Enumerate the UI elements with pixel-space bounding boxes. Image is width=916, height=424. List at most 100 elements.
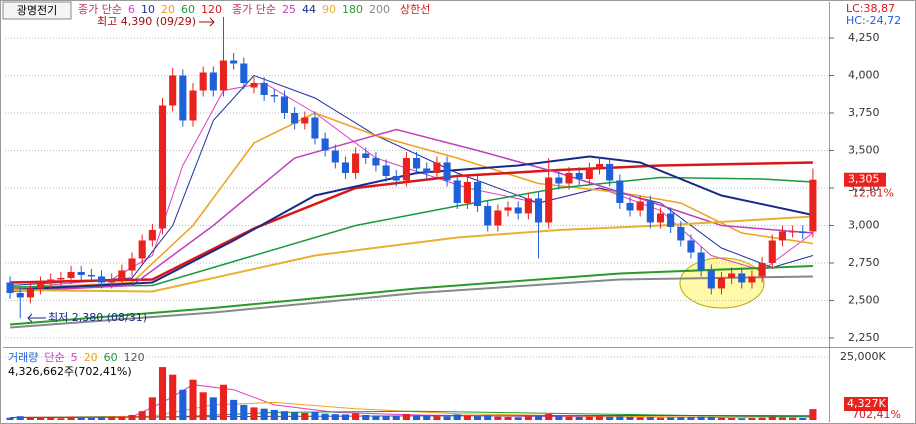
candle-body	[545, 177, 553, 223]
candle-body	[87, 274, 95, 277]
volume-bar	[301, 412, 309, 420]
volume-bar	[118, 416, 126, 420]
legend-label: 60	[181, 3, 195, 16]
candle-body	[291, 112, 299, 124]
volume-bar	[636, 417, 644, 420]
legend-label: 44	[302, 3, 316, 16]
volume-bar	[545, 413, 553, 420]
candle-body	[47, 279, 55, 283]
legend-label: 상한선	[400, 3, 430, 16]
candle-body	[636, 201, 644, 211]
volume-bar	[372, 415, 380, 420]
candle-body	[748, 276, 756, 283]
candle-body	[697, 252, 705, 271]
volume-bar	[240, 404, 248, 420]
candle-body	[16, 292, 24, 298]
y-tick-label: 2,250	[848, 331, 880, 344]
volume-bar	[473, 416, 482, 420]
high-annotation: 최고 4,390 (09/29)	[97, 15, 196, 28]
candle-body	[778, 231, 786, 241]
candle-body	[6, 282, 14, 293]
volume-bar	[524, 416, 532, 420]
volume-bar	[585, 416, 593, 420]
candle-body	[108, 279, 116, 283]
volume-bar	[789, 417, 797, 420]
candle-body	[138, 240, 146, 259]
volume-bar	[402, 413, 410, 420]
candle-body	[158, 105, 167, 229]
legend-label: 200	[369, 3, 390, 16]
volume-bar	[138, 411, 146, 420]
candle-body	[331, 150, 339, 163]
low-annotation: 최저 2,380 (08/31)	[48, 311, 147, 324]
y-tick-label: 2,750	[848, 256, 880, 269]
volume-bar	[514, 417, 522, 420]
legend-label: 60	[104, 351, 118, 364]
volume-bar	[738, 418, 746, 420]
candle-body	[37, 282, 45, 289]
volume-bar	[6, 417, 14, 420]
candle-body	[362, 153, 370, 158]
volume-bar	[575, 416, 583, 420]
candle-body	[67, 271, 75, 278]
candle-body	[382, 165, 390, 176]
volume-bar	[87, 417, 95, 420]
legend-label: 180	[342, 3, 363, 16]
volume-bar	[758, 417, 766, 420]
candle-body	[738, 273, 746, 283]
candle-body	[616, 180, 624, 203]
candle-body	[656, 213, 665, 223]
candle-body	[626, 202, 634, 211]
candle-body	[57, 277, 65, 280]
chart-title: 광명전기	[17, 4, 57, 17]
candle-body	[189, 90, 197, 121]
candle-body	[453, 180, 461, 203]
candle-body	[199, 72, 207, 91]
candle-body	[209, 72, 217, 91]
candle-body	[595, 163, 604, 169]
candle-body	[230, 60, 238, 64]
volume-bar	[413, 415, 421, 420]
volume-bar	[667, 417, 675, 420]
candle-body	[321, 138, 329, 151]
candle-body	[341, 162, 350, 173]
candle-body	[77, 271, 85, 275]
candle-body	[372, 157, 380, 166]
candle-body	[413, 157, 421, 169]
volume-bar	[47, 417, 55, 420]
volume-bar	[433, 416, 441, 420]
volume-bar	[606, 416, 614, 420]
y-tick-label: 3,500	[848, 143, 880, 156]
volume-box	[844, 397, 888, 411]
legend-label: 5	[71, 351, 78, 364]
volume-bar	[423, 415, 431, 420]
volume-bar	[616, 416, 624, 420]
volume-bar	[179, 389, 187, 420]
candle-body	[717, 277, 726, 289]
candle-body	[473, 181, 482, 206]
volume-last-label: 4,327K	[847, 397, 886, 410]
candle-body	[118, 270, 126, 280]
volume-bar	[26, 417, 34, 420]
volume-bar	[280, 411, 289, 420]
candle-body	[169, 75, 177, 106]
candle-body	[402, 157, 410, 181]
volume-bar	[504, 416, 512, 420]
candle-body	[260, 82, 268, 95]
ma-line	[10, 265, 813, 326]
candle-body	[575, 172, 583, 179]
volume-bar	[392, 416, 400, 420]
volume-bar	[209, 397, 217, 420]
y-tick-label: 4,000	[848, 68, 880, 81]
volume-bar	[595, 416, 604, 420]
volume-bar	[169, 374, 177, 420]
volume-bar	[494, 416, 502, 420]
candle-body	[809, 179, 817, 232]
volume-bar	[341, 414, 350, 420]
candle-body	[534, 198, 543, 223]
candle-body	[677, 226, 685, 241]
y-tick-label: 3,750	[848, 106, 880, 119]
volume-bar	[799, 417, 807, 420]
candle-body	[148, 229, 156, 241]
